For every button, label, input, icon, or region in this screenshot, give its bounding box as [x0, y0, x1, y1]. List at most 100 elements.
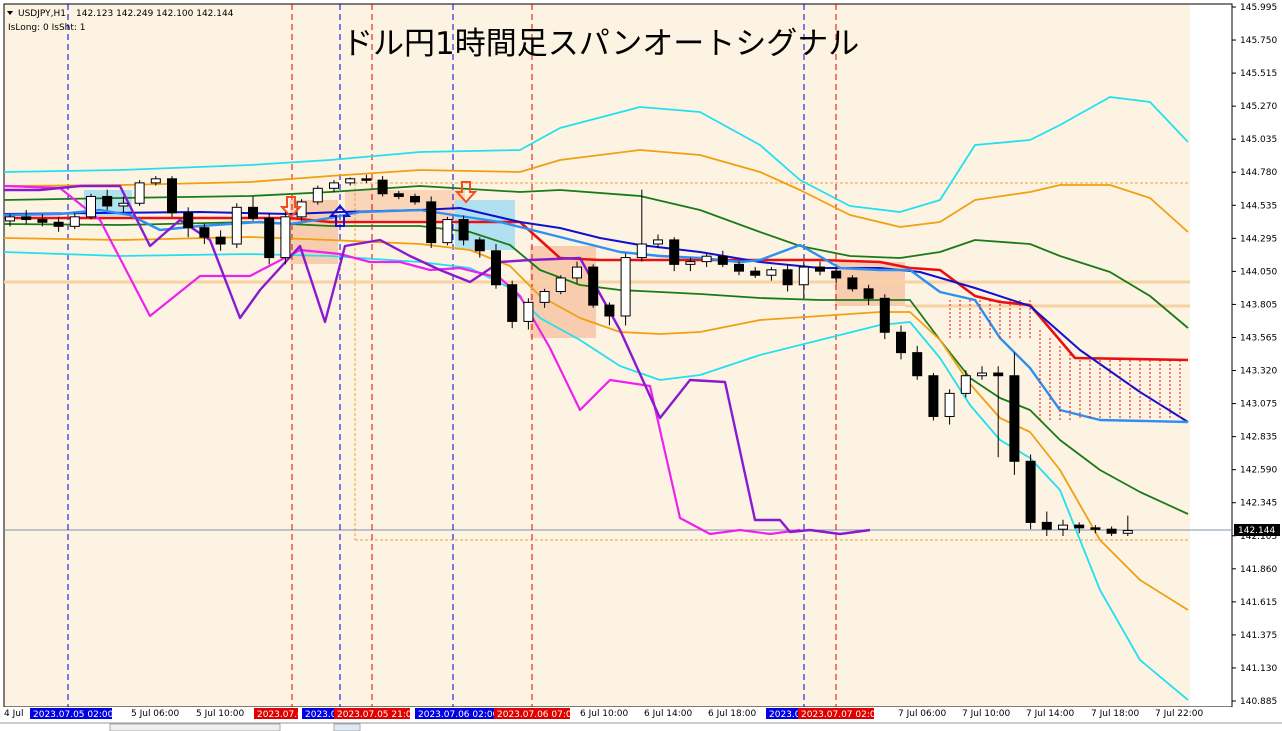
y-tick-label: 143.075: [1240, 400, 1277, 410]
y-tick-label: 142.105: [1240, 532, 1277, 542]
zone-orange-2: [345, 190, 465, 220]
price-axis: 145.995 145.750 145.515 145.270 145.035 144.7…: [1232, 3, 1277, 707]
time-marker-text: 2023.07.05 21:00: [337, 710, 418, 720]
y-tick-label: 145.750: [1240, 36, 1277, 46]
candle-bear: [37, 219, 48, 223]
candle-bull: [539, 291, 550, 303]
light-blue-line: [3, 208, 1189, 424]
upper-green-band: [3, 185, 1189, 329]
candle-bull: [766, 269, 777, 276]
x-tick-label: 6 Jul 10:00: [580, 709, 629, 719]
y-tick-label: 145.995: [1240, 3, 1277, 13]
scrollbar-tab-active[interactable]: [333, 723, 361, 731]
current-price-text: 142.144: [1238, 526, 1275, 536]
time-marker-text: 2023.0: [769, 710, 801, 720]
candle-bull: [280, 216, 291, 259]
y-tick-label: 140.885: [1240, 697, 1277, 707]
time-marker-badge: [415, 708, 497, 719]
time-marker-text: 2023.07.06 02:00: [418, 710, 499, 720]
candle-bear: [815, 266, 825, 272]
candle-bull: [442, 219, 453, 244]
candle-bull: [960, 375, 971, 394]
candle-bear: [53, 221, 64, 227]
time-marker-text: 2023.07.07 02:00: [801, 710, 882, 720]
candle-bear: [102, 195, 113, 207]
time-marker-text: 2023.07.05 02:00: [33, 710, 114, 720]
candle-bear: [782, 269, 793, 286]
candle-bull: [231, 206, 242, 245]
buy-arrow-icon: [328, 204, 352, 227]
sell-arrow-icon: [454, 181, 478, 204]
x-tick-label: 5 Jul 06:00: [131, 709, 180, 719]
y-tick-label: 141.860: [1240, 565, 1277, 575]
chart-header: USDJPY,H1 142.123 142.249 142.100 142.14…: [7, 9, 234, 33]
y-tick-label: 141.375: [1240, 631, 1277, 641]
y-tick-label: 145.035: [1240, 135, 1277, 145]
time-marker-text: 2023.0: [305, 710, 337, 720]
candle-bull: [1058, 524, 1068, 530]
time-marker-text: 2023.07.06 07:00: [497, 710, 578, 720]
candle-bear: [21, 216, 32, 221]
y-tick-label: 143.565: [1240, 333, 1277, 343]
candle-bull: [312, 187, 323, 203]
x-tick-label: 7 Jul 10:00: [962, 709, 1011, 719]
y-tick-label: 144.535: [1240, 201, 1277, 211]
time-marker-badge: [766, 708, 806, 719]
candle-bear: [879, 297, 890, 333]
candle-bear: [847, 277, 858, 290]
y-tick-label: 142.345: [1240, 499, 1277, 509]
candle-bear: [215, 236, 226, 245]
candle-bear: [361, 178, 372, 181]
candle-bear: [750, 270, 761, 276]
time-marker-badge: [254, 708, 298, 719]
time-marker-badge: [334, 708, 410, 719]
scrollbar-tab[interactable]: [109, 723, 281, 731]
candle-bull: [118, 202, 129, 207]
y-tick-label: 141.615: [1240, 598, 1277, 608]
candle-bear: [426, 201, 437, 244]
candle-bull: [1122, 530, 1133, 534]
candles: [5, 174, 1133, 536]
candle-bear: [896, 331, 906, 354]
candle-bear: [1090, 527, 1101, 530]
candle-bear: [928, 375, 939, 417]
candle-bear: [1025, 460, 1036, 523]
y-tick-label: 143.320: [1240, 367, 1277, 377]
candle-bear: [993, 372, 1004, 377]
time-marker-text: 2023.07.05: [257, 710, 309, 720]
candle-bull: [134, 182, 145, 204]
candle-bull: [620, 257, 631, 317]
symbol-label: USDJPY,H1: [18, 9, 66, 19]
candle-bull: [555, 277, 566, 293]
x-tick-label: 7 Jul 06:00: [898, 709, 947, 719]
candle-bull: [653, 239, 663, 245]
candle-bear: [167, 178, 177, 214]
candle-bear: [410, 195, 420, 203]
time-marker-badge: [30, 708, 112, 719]
plot-area-bg: [4, 4, 1190, 707]
candle-bear: [248, 206, 258, 219]
candle-bear: [1074, 524, 1085, 529]
candle-bull: [798, 266, 809, 286]
magenta-lagging-line: [3, 184, 801, 536]
menu-triangle-icon: [7, 11, 13, 15]
ohlc-label: 142.123 142.249 142.100 142.144: [76, 9, 234, 19]
x-tick-label: 7 Jul 22:00: [1155, 709, 1204, 719]
candle-bull: [5, 216, 15, 222]
x-tick-label: 5 Jul 10:00: [196, 709, 245, 719]
candle-bull: [685, 261, 696, 265]
x-tick-label: 6 Jul 14:00: [644, 709, 693, 719]
candle-bull: [572, 266, 582, 279]
candle-bear: [1106, 528, 1117, 534]
candle-bear: [588, 266, 599, 306]
time-marker-lines: [67, 4, 837, 707]
y-tick-label: 144.780: [1240, 168, 1277, 178]
candle-bear: [507, 284, 518, 322]
candle-bull: [345, 178, 356, 184]
purple-line: [4, 184, 871, 536]
time-marker-badge: [302, 708, 342, 719]
candle-bear: [863, 288, 874, 299]
candle-bear: [264, 217, 275, 259]
time-marker-badge: [798, 708, 874, 719]
